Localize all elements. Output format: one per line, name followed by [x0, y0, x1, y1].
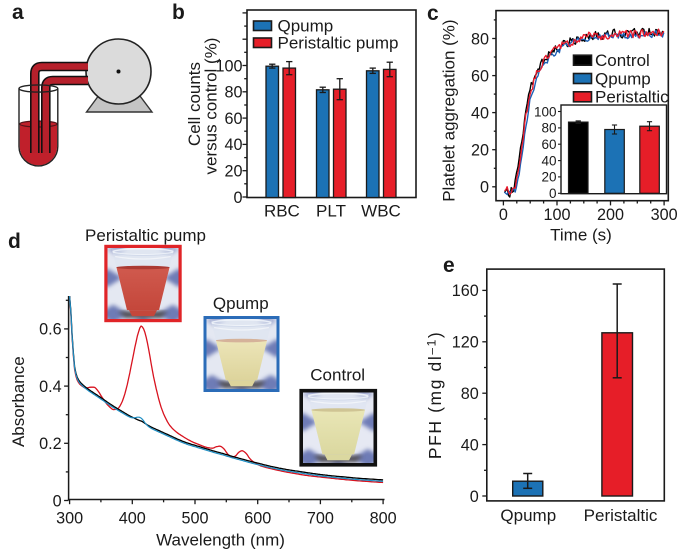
- svg-text:300: 300: [56, 510, 83, 528]
- svg-text:Peristaltic pump: Peristaltic pump: [85, 226, 206, 245]
- svg-text:80: 80: [541, 121, 556, 136]
- svg-text:d: d: [8, 230, 21, 253]
- svg-text:700: 700: [307, 510, 334, 528]
- svg-text:Peristaltic: Peristaltic: [584, 506, 658, 525]
- svg-text:40: 40: [541, 153, 556, 168]
- svg-text:0.6: 0.6: [39, 321, 62, 339]
- svg-text:Qpump: Qpump: [595, 69, 651, 88]
- svg-text:0.4: 0.4: [39, 378, 62, 396]
- svg-text:120: 120: [452, 334, 479, 352]
- svg-text:40: 40: [471, 104, 489, 122]
- svg-text:100: 100: [534, 104, 557, 119]
- svg-text:0: 0: [499, 206, 508, 224]
- svg-text:0: 0: [233, 189, 242, 207]
- svg-text:0: 0: [470, 488, 479, 506]
- svg-text:Control: Control: [595, 51, 650, 70]
- svg-text:20: 20: [541, 170, 556, 185]
- svg-text:WBC: WBC: [361, 202, 401, 221]
- svg-text:20: 20: [224, 163, 242, 181]
- svg-text:PFH (mg dl–1): PFH (mg dl–1): [425, 331, 446, 459]
- svg-text:Time (s): Time (s): [550, 226, 612, 245]
- svg-text:0: 0: [53, 492, 62, 510]
- svg-text:Absorbance: Absorbance: [9, 356, 28, 447]
- svg-text:60: 60: [471, 67, 489, 85]
- svg-text:400: 400: [119, 510, 146, 528]
- svg-text:Platelet aggregation (%): Platelet aggregation (%): [439, 19, 458, 201]
- svg-text:100: 100: [543, 206, 570, 224]
- svg-text:40: 40: [461, 436, 479, 454]
- svg-text:800: 800: [370, 510, 397, 528]
- svg-text:80: 80: [461, 385, 479, 403]
- svg-text:0.2: 0.2: [39, 435, 62, 453]
- svg-text:e: e: [443, 254, 455, 277]
- svg-text:100: 100: [215, 57, 242, 75]
- svg-text:Wavelength (nm): Wavelength (nm): [156, 531, 285, 550]
- svg-text:b: b: [172, 1, 185, 24]
- svg-text:500: 500: [181, 510, 208, 528]
- svg-text:60: 60: [224, 110, 242, 128]
- svg-text:80: 80: [471, 30, 489, 48]
- svg-text:Cell counts: Cell counts: [185, 62, 204, 146]
- svg-text:Qpump: Qpump: [500, 506, 556, 525]
- svg-text:300: 300: [651, 206, 678, 224]
- svg-text:Control: Control: [310, 365, 365, 384]
- svg-text:0: 0: [480, 179, 489, 197]
- svg-text:40: 40: [224, 136, 242, 154]
- svg-text:a: a: [12, 1, 24, 24]
- svg-text:Qpump: Qpump: [278, 17, 334, 36]
- svg-text:Peristaltic: Peristaltic: [595, 88, 669, 107]
- svg-text:RBC: RBC: [264, 202, 300, 221]
- svg-text:200: 200: [597, 206, 624, 224]
- svg-text:PLT: PLT: [316, 202, 346, 221]
- svg-text:20: 20: [471, 142, 489, 160]
- svg-text:Qpump: Qpump: [213, 294, 269, 313]
- svg-text:60: 60: [541, 137, 556, 152]
- svg-text:600: 600: [244, 510, 271, 528]
- svg-text:c: c: [427, 2, 439, 25]
- svg-text:versus control (%): versus control (%): [202, 38, 221, 175]
- svg-text:Peristaltic pump: Peristaltic pump: [278, 34, 399, 53]
- svg-text:80: 80: [224, 84, 242, 102]
- svg-text:160: 160: [452, 282, 479, 300]
- svg-text:0: 0: [549, 186, 557, 201]
